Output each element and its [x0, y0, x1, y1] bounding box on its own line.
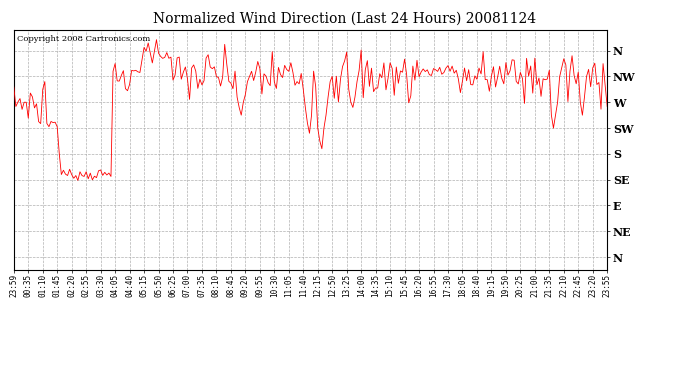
Text: Copyright 2008 Cartronics.com: Copyright 2008 Cartronics.com	[17, 35, 150, 43]
Text: Normalized Wind Direction (Last 24 Hours) 20081124: Normalized Wind Direction (Last 24 Hours…	[153, 11, 537, 25]
